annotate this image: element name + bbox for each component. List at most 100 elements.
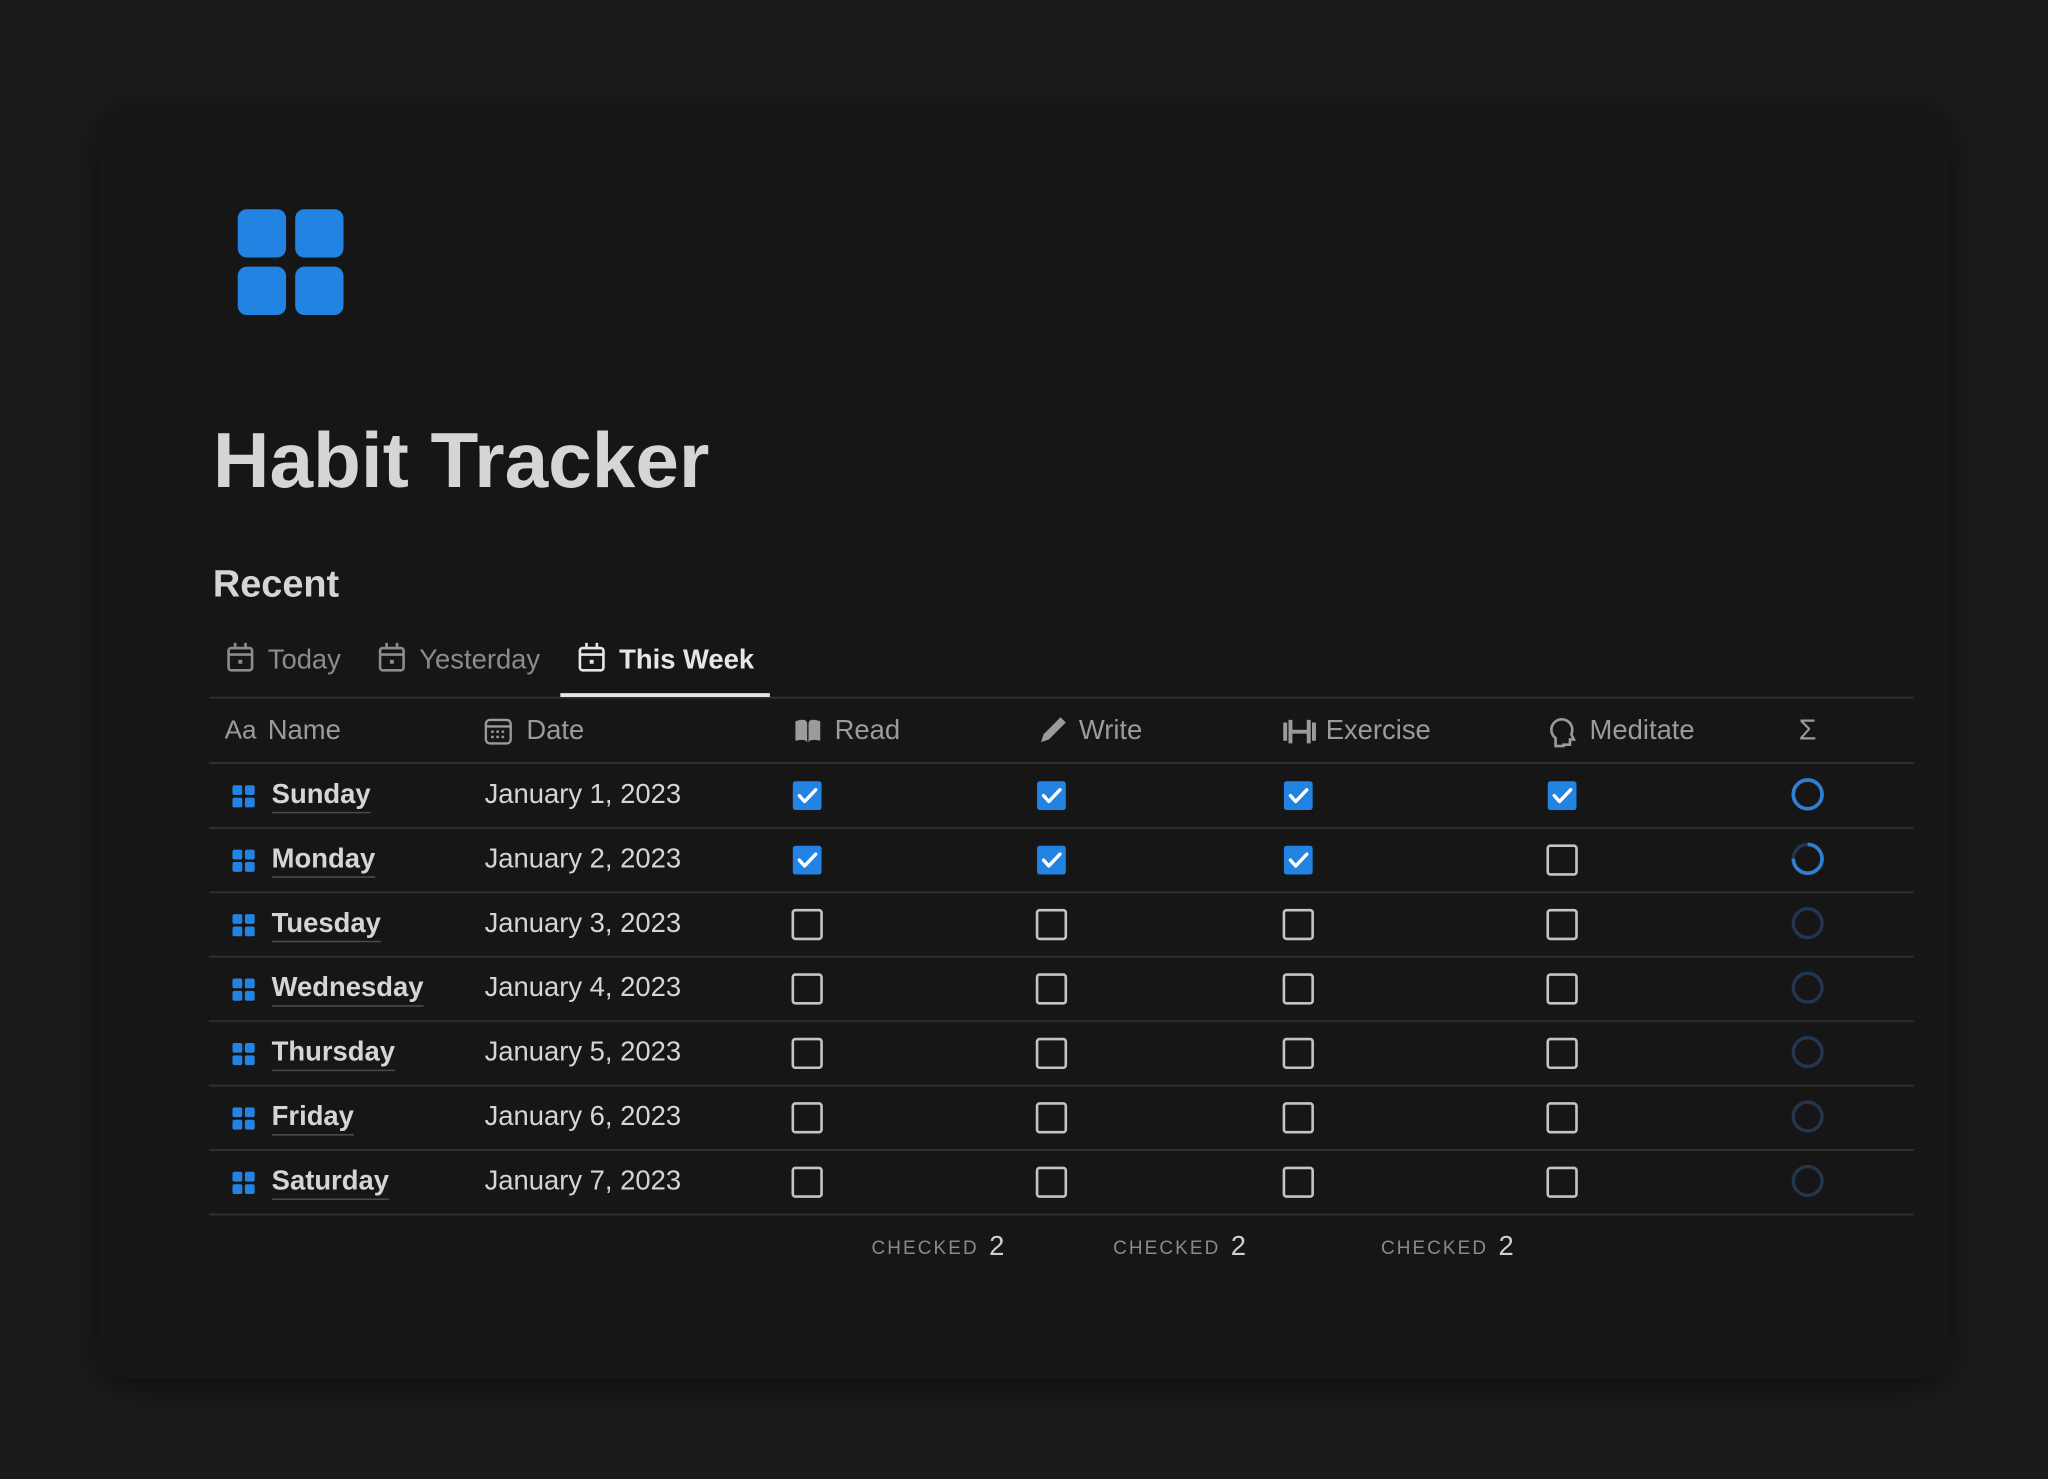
row-icon-cell: [244, 1119, 255, 1130]
row-icon: [232, 849, 255, 872]
row-icon-cell: [244, 1055, 255, 1066]
row-icon: [232, 914, 255, 937]
column-header[interactable]: Read: [835, 714, 901, 745]
checkbox[interactable]: [1282, 908, 1314, 941]
row-icon-cell: [232, 1042, 243, 1053]
checkbox[interactable]: [1546, 1166, 1578, 1198]
progress-ring: [1791, 842, 1824, 875]
row-name[interactable]: Thursday: [272, 1036, 396, 1067]
check-glyph: [1041, 852, 1062, 868]
column-header[interactable]: Exercise: [1326, 714, 1431, 745]
row-name[interactable]: Friday: [272, 1100, 355, 1131]
checkbox[interactable]: [1037, 781, 1066, 811]
row-icon-cell: [244, 1184, 255, 1195]
calculation-label: CHECKED: [872, 1238, 979, 1259]
progress-track: [1791, 1164, 1824, 1198]
checkbox[interactable]: [791, 908, 823, 941]
row-icon-cell: [244, 862, 255, 872]
row-icon-cell: [232, 990, 243, 1001]
calculation-label: CHECKED: [1113, 1238, 1220, 1259]
head-icon: [1550, 718, 1576, 748]
date-icon-grid: [491, 730, 506, 739]
checkbox[interactable]: [1283, 845, 1313, 875]
row-icon-cell: [232, 914, 243, 924]
dumbbell-icon: [1283, 719, 1316, 744]
column-header[interactable]: Σ: [1799, 714, 1817, 746]
row-icon-cell: [232, 1119, 243, 1130]
checkbox[interactable]: [1546, 908, 1578, 941]
column-header[interactable]: Date: [526, 714, 584, 745]
row-icon-cell: [244, 914, 255, 924]
checkbox[interactable]: [792, 781, 822, 811]
row-icon-cell: [232, 1055, 243, 1066]
tab-label[interactable]: Yesterday: [419, 643, 540, 674]
tab-label[interactable]: Today: [268, 643, 341, 674]
check-glyph: [1041, 788, 1062, 804]
check-glyph: [797, 788, 818, 804]
checkbox[interactable]: [1282, 1037, 1314, 1070]
row-name[interactable]: Monday: [272, 842, 376, 873]
row-icon-cell: [244, 1042, 255, 1053]
row-name[interactable]: Sunday: [272, 778, 372, 809]
calendar-icon: [378, 642, 405, 672]
row-icon-cell: [244, 978, 255, 989]
checkbox[interactable]: [1547, 781, 1577, 811]
checkbox[interactable]: [1283, 781, 1313, 811]
calendar-dot: [589, 659, 594, 664]
row-name[interactable]: Wednesday: [272, 971, 425, 1002]
tab-label[interactable]: This Week: [619, 643, 755, 674]
calendar-body: [578, 646, 605, 672]
row-icon-cell: [244, 785, 255, 796]
calculation-value: 2: [989, 1230, 1004, 1261]
column-header[interactable]: Meditate: [1590, 714, 1695, 745]
checkbox[interactable]: [792, 845, 822, 875]
checkbox[interactable]: [1035, 1166, 1068, 1198]
checkbox[interactable]: [1035, 1102, 1068, 1134]
checkbox[interactable]: [791, 1037, 823, 1070]
column-header[interactable]: Write: [1079, 714, 1142, 745]
book-icon: [795, 719, 821, 744]
checkbox[interactable]: [791, 973, 823, 1005]
date-icon-body: [484, 718, 512, 745]
check-glyph: [1552, 788, 1573, 804]
row-name[interactable]: Tuesday: [272, 907, 382, 938]
calculation-value: 2: [1499, 1230, 1514, 1261]
checkbox[interactable]: [791, 1166, 823, 1198]
row-icon-cell: [232, 797, 243, 808]
checkbox[interactable]: [1035, 973, 1068, 1005]
checkbox[interactable]: [1282, 1102, 1314, 1134]
page-icon: [237, 209, 344, 316]
checkbox[interactable]: [1282, 973, 1314, 1005]
row-name[interactable]: Saturday: [272, 1164, 390, 1195]
row-icon-cell: [232, 1171, 243, 1182]
section-title: Recent: [213, 564, 340, 606]
row-icon-cell: [232, 1107, 243, 1118]
progress-track: [1791, 1036, 1824, 1069]
row-date: January 5, 2023: [485, 1036, 682, 1067]
calendar-dot: [389, 659, 394, 664]
row-icon-cell: [244, 926, 255, 937]
checkbox[interactable]: [1035, 1037, 1068, 1070]
calculation-value: 2: [1231, 1230, 1246, 1261]
checkbox[interactable]: [1037, 845, 1066, 875]
checkbox[interactable]: [1546, 1102, 1578, 1134]
checkbox[interactable]: [1546, 1037, 1578, 1070]
column-header[interactable]: Name: [268, 714, 341, 745]
progress-ring: [1791, 778, 1824, 811]
checkbox[interactable]: [1546, 973, 1578, 1005]
date-icon: [484, 718, 512, 745]
calendar-body: [227, 646, 254, 672]
calendar-icon: [578, 642, 605, 672]
checkbox[interactable]: [1035, 908, 1068, 941]
row-icon-cell: [232, 849, 243, 860]
row-icon-cell: [244, 797, 255, 808]
progress-track: [1791, 907, 1824, 940]
checkbox[interactable]: [1546, 844, 1578, 876]
row-date: January 6, 2023: [485, 1100, 682, 1131]
checkbox[interactable]: [791, 1102, 823, 1134]
progress-track: [1791, 1100, 1824, 1133]
checkbox[interactable]: [1282, 1166, 1314, 1198]
row-icon-cell: [244, 849, 255, 860]
row-icon-cell: [244, 990, 255, 1001]
